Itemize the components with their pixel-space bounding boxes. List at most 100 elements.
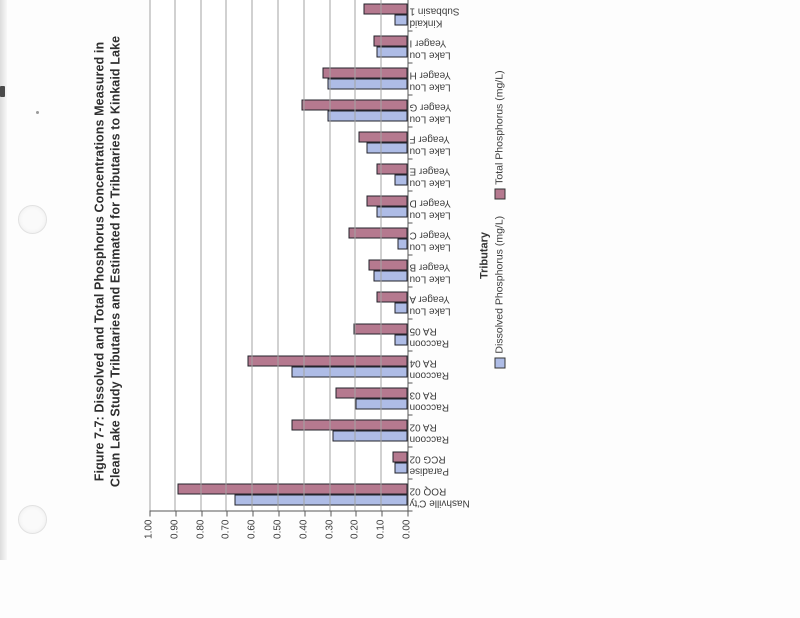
bar-group-yeager-c [150, 223, 408, 255]
category-label-ra-02: Raccoon RA 02 [410, 416, 480, 448]
category-line2: Yeager C [409, 229, 451, 241]
gridline-1.00 [149, 0, 151, 511]
category-line1: Raccoon [409, 433, 449, 445]
bar-group-yeager-d [150, 191, 408, 223]
category-label-text: Raccoon RA 04 [410, 355, 480, 381]
bar-dissolved-16 [394, 14, 408, 26]
y-tick-label-0.30: 0.30 [324, 519, 336, 539]
category-line2: RCG 02 [409, 453, 446, 465]
category-label-yeager-f: Lake Lou Yeager F [410, 128, 480, 160]
category-line2: RA 02 [409, 421, 437, 433]
category-line1: Lake Lou [409, 273, 451, 285]
category-line2: Yeager E [409, 165, 451, 177]
bar-total-4 [335, 387, 408, 399]
bar-dissolved-14 [327, 78, 408, 90]
category-line2: RA 03 [409, 389, 437, 401]
bar-total-8 [368, 259, 408, 271]
rotated-figure: Figure 7-7: Dissolved and Total Phosphor… [90, 0, 515, 560]
category-line2: Yeager I [409, 37, 447, 49]
category-line1: Raccoon [409, 401, 449, 413]
bar-group-subbasin-1 [150, 0, 408, 31]
gridline-0.40 [303, 0, 305, 511]
bar-dissolved-2 [394, 462, 408, 474]
bar-series-container [150, 0, 408, 511]
y-tick-0.80 [201, 511, 203, 517]
category-label-ra-05: Raccoon RA 05 [410, 320, 480, 352]
bar-group-yeager-e [150, 159, 408, 191]
bar-dissolved-13 [327, 110, 408, 122]
category-label-text: Lake Lou Yeager A [410, 291, 480, 317]
category-label-subbasin-1: Kinkaid Subbasin 1 [410, 0, 480, 32]
legend: Dissolved Phosphorus (mg/L) Total Phosph… [494, 0, 506, 440]
bar-group-yeager-i [150, 31, 408, 63]
y-tick-0.50 [278, 511, 280, 517]
category-line1: Nashville C'ty [409, 497, 470, 509]
category-label-text: Lake Lou Yeager C [410, 227, 480, 253]
category-line1: Lake Lou [409, 209, 451, 221]
bar-group-ra-05 [150, 319, 408, 351]
category-line1: Raccoon [409, 369, 449, 381]
y-tick-label-0.60: 0.60 [246, 519, 258, 539]
y-tick-0.90 [175, 511, 177, 517]
category-line2: Yeager A [409, 293, 450, 305]
gridline-0.10 [380, 0, 382, 511]
y-tick-0.70 [226, 511, 228, 517]
bar-total-9 [348, 227, 408, 239]
category-label-text: Raccoon RA 03 [410, 387, 480, 413]
y-tick-label-0.90: 0.90 [169, 519, 181, 539]
category-line2: Subbasin 1 [409, 5, 460, 17]
total-swatch-icon [494, 188, 505, 200]
category-line2: RA 05 [409, 325, 437, 337]
y-tick-label-0.00: 0.00 [401, 519, 413, 539]
category-label-rcg-02: Paradise RCG 02 [410, 448, 480, 480]
bar-dissolved-12 [366, 142, 408, 154]
category-label-text: Paradise RCG 02 [410, 451, 480, 477]
y-tick-0.30 [330, 511, 332, 517]
bar-total-3 [291, 419, 408, 431]
category-line2: RA 04 [409, 357, 437, 369]
scan-edge-mark [0, 86, 5, 97]
y-tick-label-0.80: 0.80 [195, 519, 207, 539]
bar-dissolved-11 [394, 174, 408, 186]
bar-group-roq-02 [150, 479, 408, 511]
category-line2: Yeager F [409, 133, 450, 145]
gridline-0.70 [225, 0, 227, 511]
category-label-text: Lake Lou Yeager E [410, 163, 480, 189]
legend-entry-dissolved: Dissolved Phosphorus (mg/L) [494, 216, 506, 369]
category-label-yeager-g: Lake Lou Yeager G [410, 96, 480, 128]
bar-dissolved-7 [394, 302, 408, 314]
bar-dissolved-3 [332, 430, 408, 442]
y-tick-0.40 [304, 511, 306, 517]
category-label-text: Lake Lou Yeager I [410, 35, 480, 61]
x-axis-title: Tributary [478, 231, 491, 280]
gridline-0.90 [174, 0, 176, 511]
category-line2: ROQ 02 [409, 485, 447, 497]
category-line1: Lake Lou [409, 177, 451, 189]
y-tick-label-0.20: 0.20 [349, 519, 361, 539]
bar-total-16 [363, 3, 408, 15]
y-tick-0.60 [252, 511, 254, 517]
y-tick-label-1.00: 1.00 [143, 519, 155, 539]
bar-group-yeager-a [150, 287, 408, 319]
bar-total-5 [247, 355, 408, 367]
category-label-yeager-h: Lake Lou Yeager H [410, 64, 480, 96]
category-line1: Lake Lou [409, 81, 451, 93]
bar-group-yeager-f [150, 127, 408, 159]
category-label-text: Lake Lou Yeager F [410, 131, 480, 157]
category-line2: Yeager B [409, 261, 451, 273]
category-line1: Lake Lou [409, 305, 451, 317]
category-label-yeager-c: Lake Lou Yeager C [410, 224, 480, 256]
bar-group-ra-02 [150, 415, 408, 447]
bar-group-ra-04 [150, 351, 408, 383]
figure-title: Figure 7-7: Dissolved and Total Phosphor… [92, 0, 124, 524]
punch-hole-bottom [18, 505, 47, 534]
category-label-text: Lake Lou Yeager B [410, 259, 480, 285]
gridline-0.30 [329, 0, 331, 511]
category-label-yeager-d: Lake Lou Yeager D [410, 192, 480, 224]
category-line1: Paradise [409, 465, 449, 477]
bar-total-2 [392, 451, 408, 463]
bar-dissolved-9 [397, 238, 408, 250]
figure-title-line1: Figure 7-7: Dissolved and Total Phosphor… [92, 41, 107, 482]
dissolved-swatch-icon [494, 357, 505, 369]
